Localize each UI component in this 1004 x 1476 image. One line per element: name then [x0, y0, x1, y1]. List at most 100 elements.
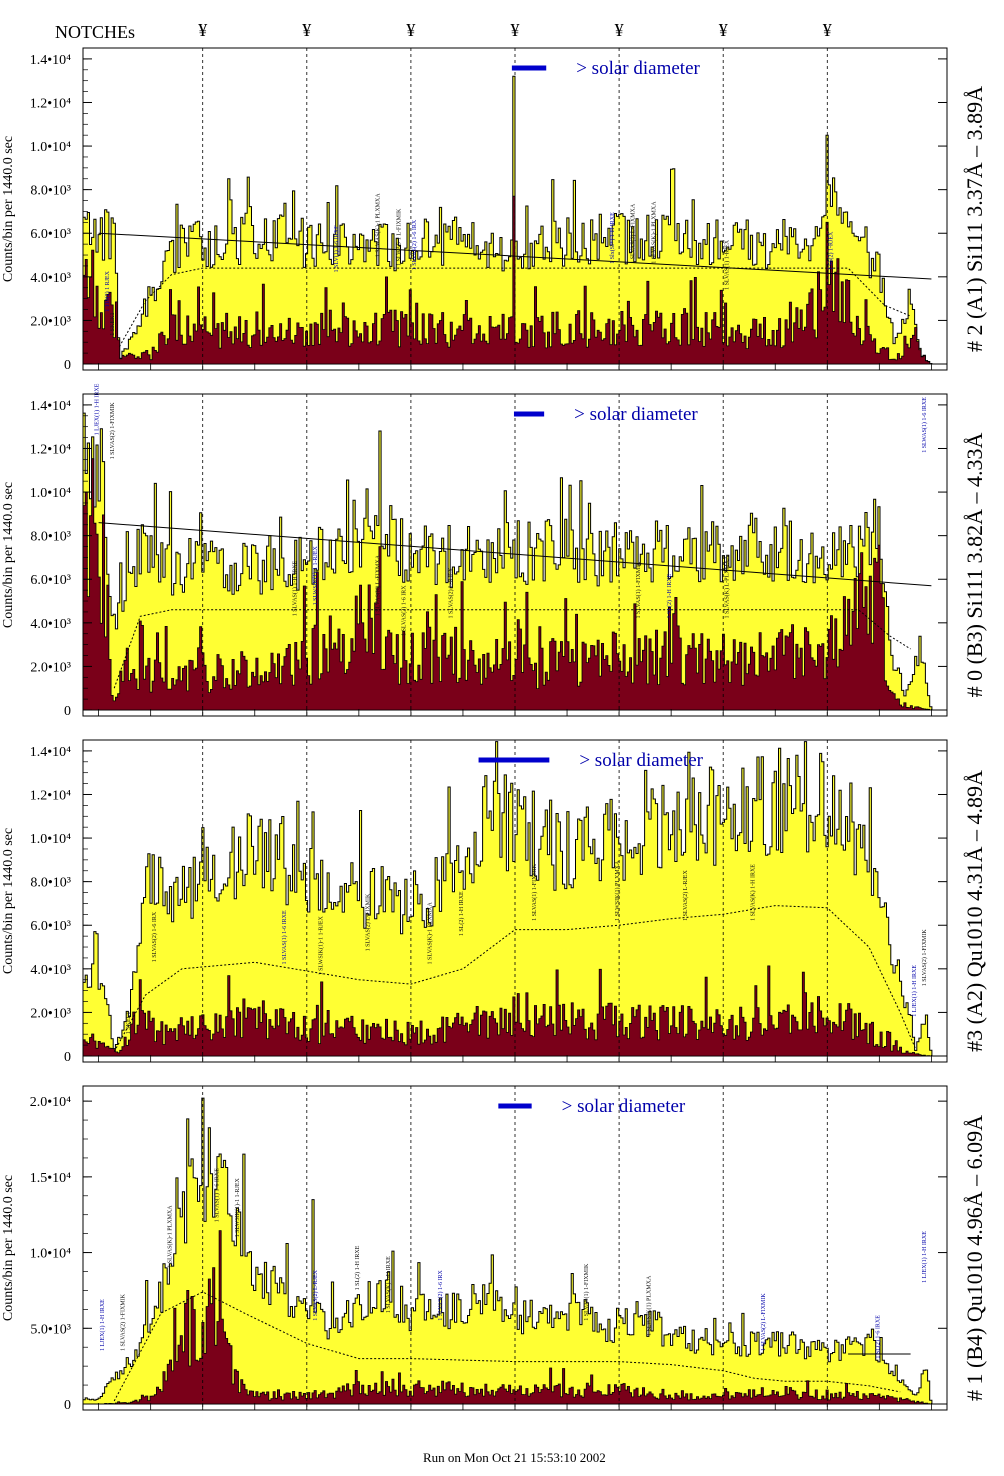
line-id-label: 1 SKEK1 [110, 313, 116, 336]
line-id-label: 1 SLWSIK(1)-1 1-RJEX [317, 916, 324, 976]
notch-marker: ¥ [198, 20, 207, 40]
line-id-label: 1 SLVAS(2) L-RJEX [448, 567, 455, 618]
legend-text: > solar diameter [576, 58, 700, 79]
y-tick-label: 1.2•10⁴ [30, 96, 71, 111]
line-id-label: 1 SLVAS(K)-1 PLXMXA [167, 1205, 174, 1268]
line-id-label: 1 SLWAS(K)-1 PLXMXA [375, 193, 382, 258]
y-tick-label: 0 [64, 1050, 71, 1065]
y-tick-label: 2.0•10³ [30, 660, 71, 675]
chart-panel: 1 SKEL1 1 SLVAS(2) 1-6 IRX 1 SLVAS(1) 1-6 … [1, 739, 987, 1065]
y-tick-label: 6.0•10³ [30, 573, 71, 588]
dotted-curve [118, 267, 911, 347]
line-id-label: 1 SLV(1) 1-6 IRXF [333, 225, 340, 273]
y-tick-label: 1.0•10⁴ [30, 1247, 71, 1262]
y-tick-label: 1.2•10⁴ [30, 788, 71, 803]
y-tick-label: 8.0•10³ [30, 184, 71, 199]
line-id-label: 1 SL(2) 1-H IRXE [666, 573, 673, 618]
y-tick-label: 1.0•10⁴ [30, 140, 71, 155]
line-id-label: 1 SLVAS(2) L-FIXMIK [760, 1293, 767, 1351]
legend-text: > solar diameter [579, 750, 703, 771]
notches-label: NOTCHEs [55, 22, 135, 42]
panel-title: # 0 (B3) Si111 3.82Å – 4.33Å [962, 432, 987, 697]
y-tick-label: 5.0•10³ [30, 1322, 71, 1337]
line-id-label: 1 SLWSIK(1) PLXMXA [645, 1275, 652, 1336]
line-id-label: 1 SLVAS(K)-1 PLXMXA [651, 201, 658, 264]
line-id-label: 1 SLVAS(2) 1-6 IRX [401, 585, 408, 636]
y-tick-label: 1.5•10⁴ [30, 1171, 71, 1186]
dotted-curve [113, 1291, 901, 1402]
line-id-label: 1 SLVAS(1) 1-RJEX [723, 239, 730, 290]
notch-marker: ¥ [406, 20, 415, 40]
chart-panel: 1 LJEX(1) 1-H IRXE 1 SLVAS(2) 1-FIXMIK 1 S… [1, 1085, 987, 1413]
line-id-label: 1 SLWAS(1) 1-6 IRXE [921, 397, 928, 453]
y-tick-label: 0 [64, 1398, 71, 1413]
y-tick-label: 0 [64, 704, 71, 719]
dotted-curve [113, 609, 911, 689]
sub-histogram [82, 195, 947, 365]
y-tick-label: 1.2•10⁴ [30, 442, 71, 457]
y-tick-label: 4.0•10³ [30, 963, 71, 978]
y-tick-label: 2.0•10⁴ [30, 1095, 71, 1110]
line-id-label: 1 SLVAS(2) 1-FIXMIK [120, 1293, 127, 1351]
line-id-label: 1 LJEX(1) 1-H IRXE [911, 965, 918, 1017]
line-id-label: 1 SL(2) 1-H IRXE [458, 891, 465, 936]
y-tick-label: 1.4•10⁴ [30, 745, 71, 760]
y-tick-label: 4.0•10³ [30, 617, 71, 632]
dotted-curve [113, 905, 917, 1052]
line-id-label: 1 SLVAS(1) 1-FIXMIK [531, 863, 538, 921]
line-id-label: 1 SLVAS(1) 1-6 IRXE [213, 1168, 220, 1223]
line-id-label: 1 SLVAS(K) 1-H IRXE [385, 1256, 392, 1313]
line-id-label: 1 SLVAS(K) L-PLXMXA [723, 555, 730, 619]
line-id-label: 1 LJEX(1) 1-H IRXE [94, 383, 101, 435]
y-tick-label: 2.0•10³ [30, 1006, 71, 1021]
line-id-label: 1 SLVAS(2) 1-6 IRX [437, 1270, 444, 1321]
line-id-label: 1 SLVAS(K) L-FIXMXA [375, 554, 382, 616]
line-id-label: 1 Slx(SI+) 1-H IRXE [609, 212, 616, 264]
y-axis-title: Counts/bin per 1440.0 sec [1, 1175, 16, 1321]
y-axis-title: Counts/bin per 1440.0 sec [1, 828, 16, 974]
line-id-label: 1 SL(2) 1-H IRXE [354, 1245, 361, 1290]
line-id-label: 1 SL(2) 1-6 IRXE [874, 1315, 881, 1359]
line-id-label: 1 SLVAS(2) L-FIXMXA [630, 203, 637, 264]
line-id-label: 1 SLVAS(2) 1-FIXMIK [921, 929, 928, 987]
line-id-label: 1 SLVAS(1) 1-H IRXE [291, 560, 298, 616]
panel-title: #3 (A2) Qu1010 4.31Å – 4.89Å [962, 770, 987, 1052]
y-tick-label: 6.0•10³ [30, 227, 71, 242]
line-id-label: 1 SLVAS(2) 1-FIXMIK [109, 402, 116, 460]
solid-curve [98, 522, 932, 587]
legend-text: > solar diameter [574, 404, 698, 425]
notch-marker: ¥ [719, 20, 728, 40]
chart-panels: 1 110(2) 1 RJEX 1 SKEK1 1 SLV(1) 1-6 IRXF 1… [1, 47, 987, 1413]
line-id-label: 1 SLWSIK(1)-1 1-RJEX [234, 1178, 241, 1238]
panel-title: # 2 (A1) Si111 3.37Å – 3.89Å [962, 86, 987, 352]
notch-marker: ¥ [823, 20, 832, 40]
line-id-label: 1 SLVAS(2) L-RJEX [682, 870, 689, 921]
y-tick-label: 1.4•10⁴ [30, 399, 71, 414]
legend-text: > solar diameter [562, 1096, 686, 1117]
notch-marker: ¥ [302, 20, 311, 40]
panel-title: # 1 (B4) Qu1010 4.96Å – 6.09Å [962, 1115, 987, 1401]
sub-histogram [83, 1230, 947, 1405]
line-id-label: 1 SLWSIK(1)-1 1-RJEX [312, 546, 319, 606]
notch-marker: ¥ [511, 20, 520, 40]
y-tick-label: 1.0•10⁴ [30, 486, 71, 501]
line-id-label: 1 SLVAS(1) 1-FIXMIK [635, 561, 642, 619]
y-axis-title: Counts/bin per 1440.0 sec [1, 482, 16, 628]
y-axis-title: Counts/bin per 1440.0 sec [1, 136, 16, 282]
line-id-label: 1 SLWAS-1 L-FIXMIK [397, 208, 403, 266]
chart-panel: 1 110(2) 1 RJEX 1 SKEK1 1 SLV(1) 1-6 IRXF 1… [1, 47, 987, 373]
y-tick-label: 1.0•10⁴ [30, 832, 71, 847]
notch-marks: ¥ ¥ ¥ ¥ ¥ ¥ ¥ [198, 20, 832, 40]
main-histogram [82, 412, 947, 711]
line-id-label: 1 SLVAS(2) L-FIXMIK [364, 893, 371, 951]
y-tick-label: 8.0•10³ [30, 530, 71, 545]
line-id-label: 1 LJEX(1) 1-H IRXE [921, 1231, 928, 1283]
line-id-label: 1 SLVAS(2) 1-6 IRX [411, 219, 418, 270]
line-id-label: 1 SLVAS(K) 1-H IRXE [749, 864, 756, 921]
y-tick-label: 1.4•10⁴ [30, 53, 71, 68]
chart-panel: 1 LJEX(1) 1-H IRXE 1 SLVAS(2) 1-FIXMIK 1 S… [1, 383, 987, 719]
run-timestamp: Run on Mon Oct 21 15:53:10 2002 [423, 1450, 606, 1465]
line-id-label: 1 SLVAS(1) 1-6 IRXE [281, 910, 288, 965]
y-tick-label: 8.0•10³ [30, 876, 71, 891]
